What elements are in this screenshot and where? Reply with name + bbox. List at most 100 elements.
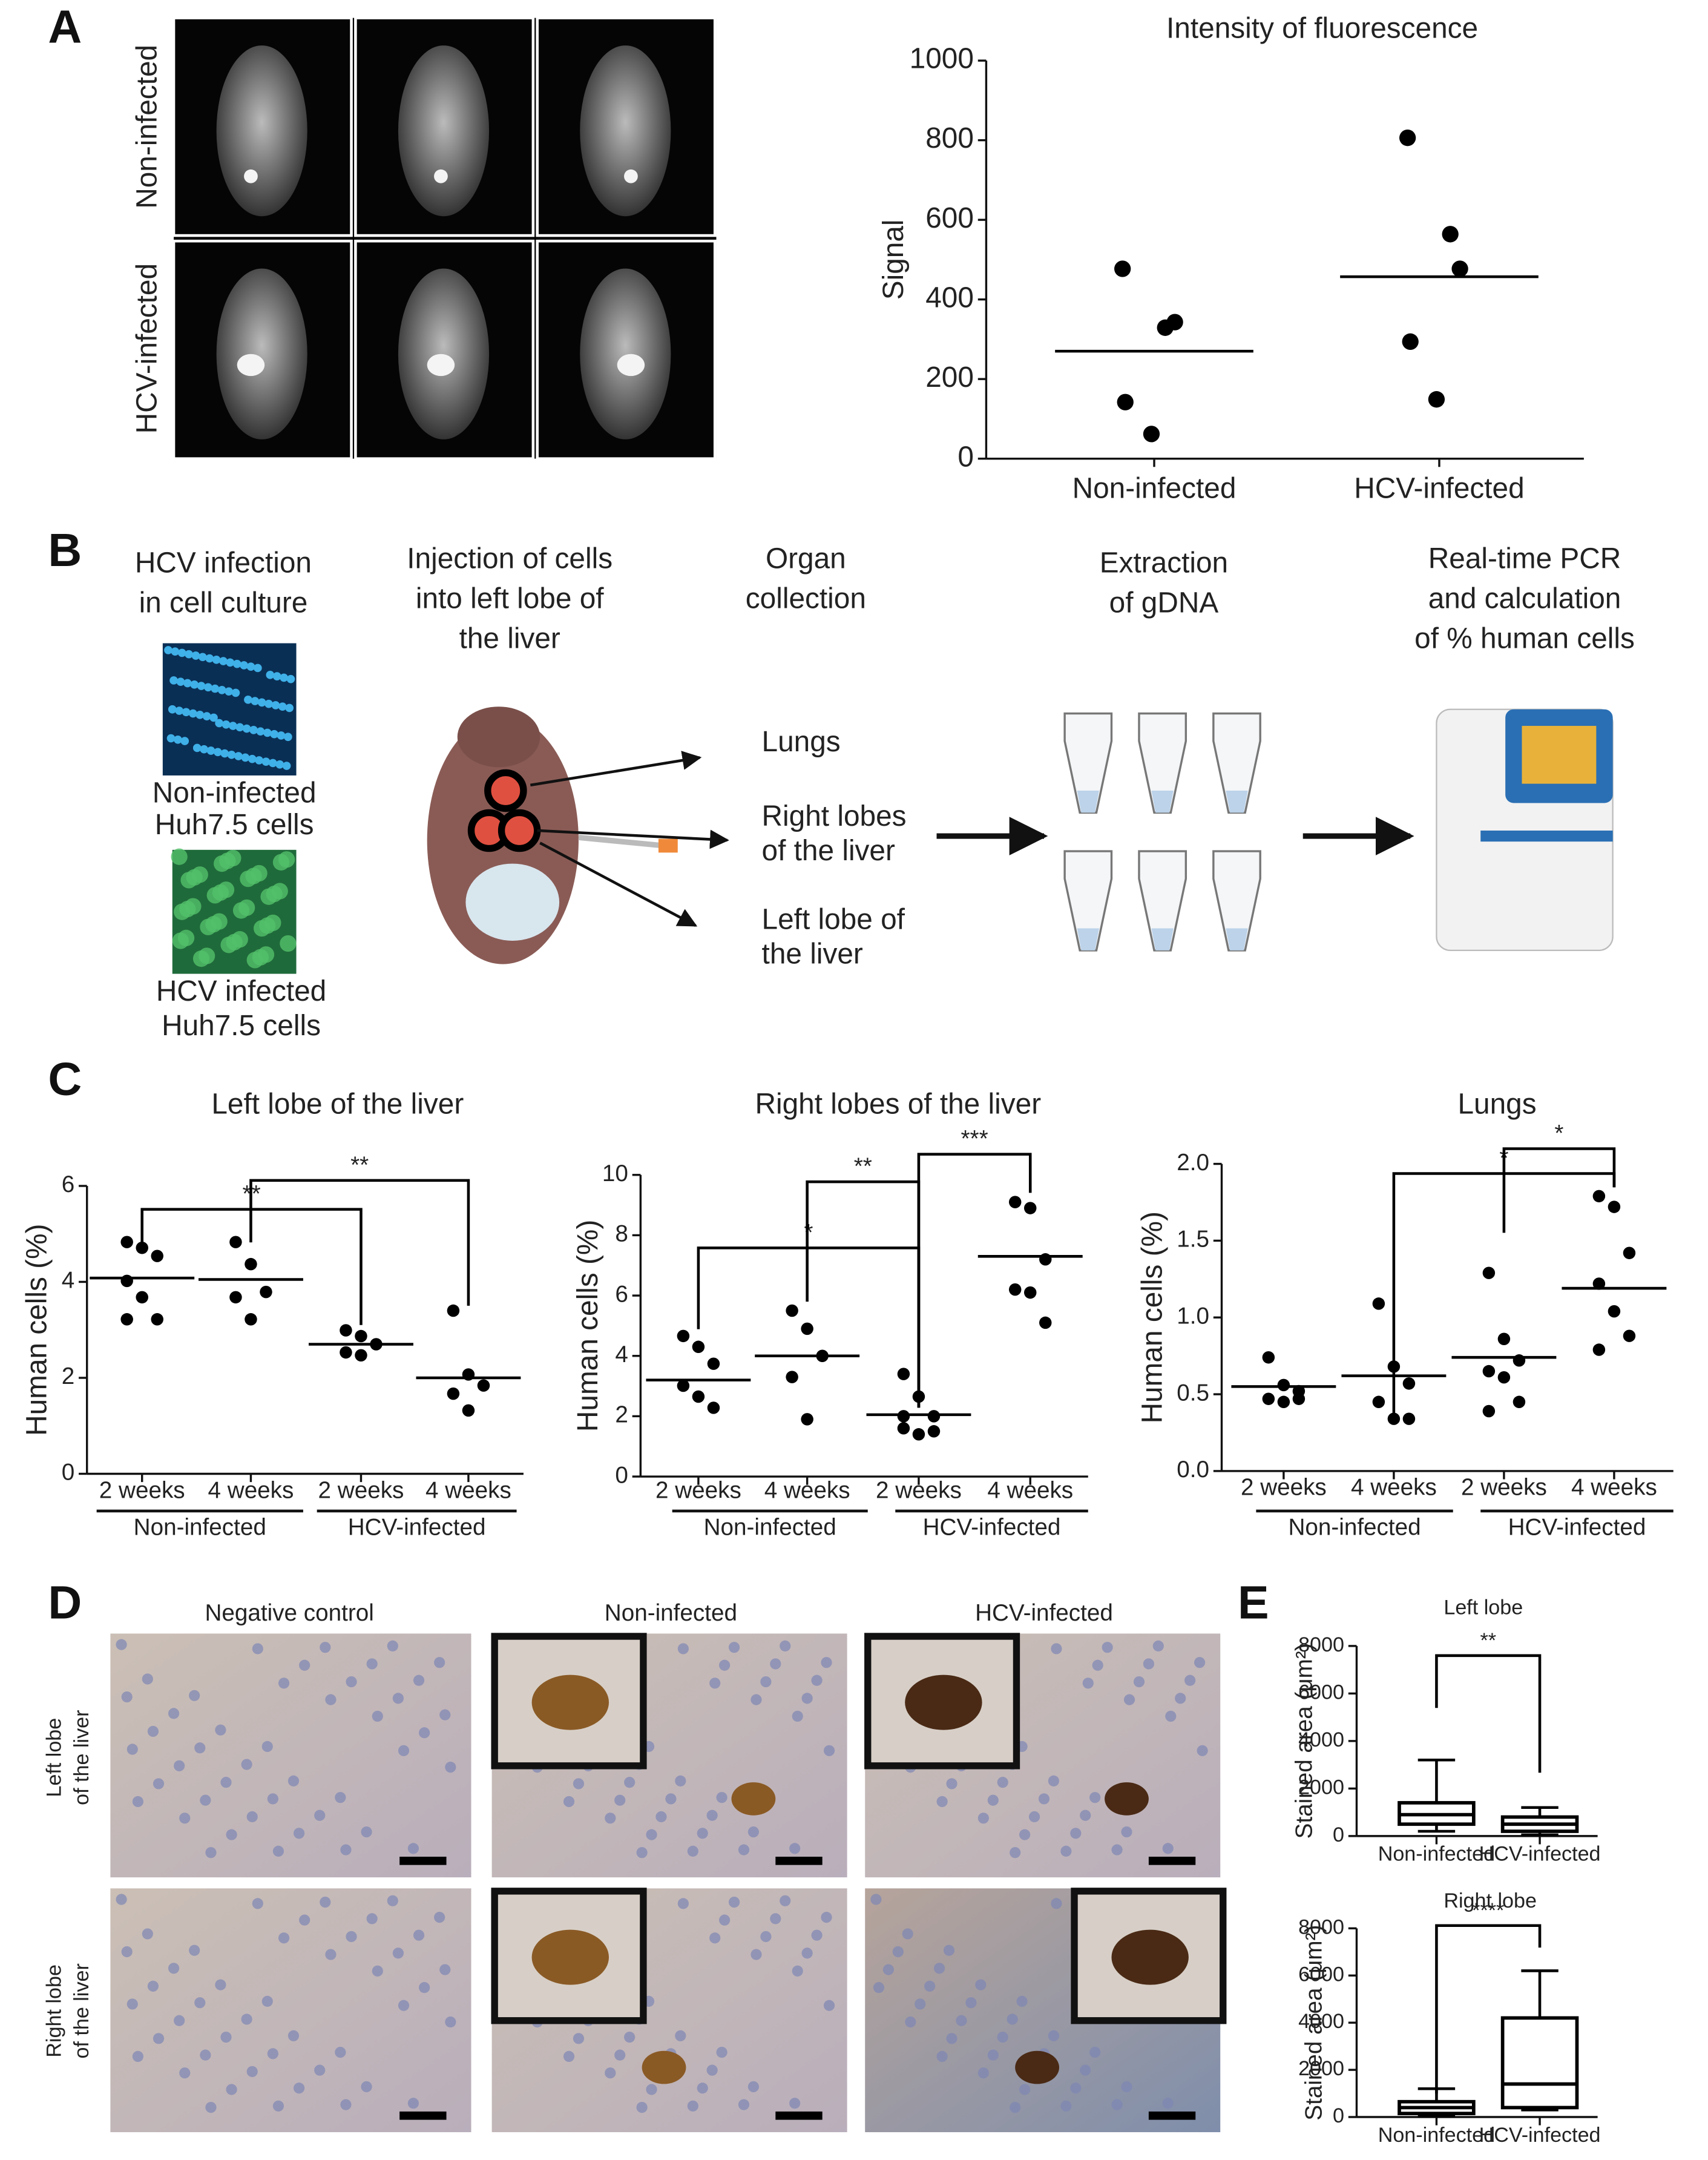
cell-dot (212, 656, 221, 664)
nucleus (325, 1694, 337, 1705)
nucleus (320, 1896, 331, 1908)
nucleus (1121, 1826, 1132, 1838)
mouse-image (580, 268, 671, 440)
y-tick-label: 0.0 (1177, 1457, 1209, 1483)
nucleus (121, 1946, 133, 1958)
y-tick-label: 2 (62, 1363, 75, 1389)
y-tick-label: 2.0 (1177, 1150, 1209, 1176)
cell-dot (263, 728, 272, 737)
nucleus (398, 2000, 410, 2011)
nucleus (892, 1946, 904, 1958)
x-tick-label: 4 weeks (208, 1477, 294, 1503)
y-tick-label: 2000 (1298, 2057, 1344, 2080)
micrograph (110, 1633, 471, 1878)
cell-dot (192, 743, 202, 752)
data-point (1451, 260, 1468, 277)
nucleus (936, 1796, 948, 1808)
nucleus (975, 1979, 987, 1990)
stain (531, 1929, 609, 1985)
data-point (340, 1346, 352, 1359)
scale-bar (1148, 1857, 1196, 1865)
nucleus (563, 1796, 575, 1808)
data-point (1114, 260, 1131, 277)
nucleus (905, 2016, 916, 2028)
nucleus (811, 1929, 823, 1941)
data-point (120, 1236, 133, 1248)
mouse-image (216, 268, 307, 440)
nucleus (770, 1913, 781, 1925)
data-point (151, 1313, 163, 1326)
data-point (1402, 1377, 1416, 1390)
nucleus (977, 2067, 989, 2079)
nucleus (1121, 2081, 1132, 2093)
tube (1063, 850, 1113, 952)
nucleus (801, 1948, 813, 1959)
cell-dot (211, 684, 220, 693)
organ-label: of the liver (762, 835, 895, 867)
cell-dot (272, 672, 281, 680)
nucleus (372, 1710, 383, 1722)
y-tick-label: 8000 (1298, 1915, 1344, 1938)
nucleus (1080, 1809, 1091, 1821)
step-label: into left lobe of (416, 583, 604, 615)
nucleus (1175, 1693, 1186, 1704)
data-point (136, 1291, 148, 1304)
data-point (245, 1257, 257, 1271)
scale-bar (775, 2111, 823, 2120)
data-point (897, 1368, 910, 1380)
y-tick-label: 200 (925, 361, 974, 393)
nucleus (977, 1813, 989, 1824)
nucleus (439, 1964, 451, 1975)
nucleus (194, 1997, 206, 2009)
mouse-image (580, 45, 671, 217)
step-label: and calculation (1428, 583, 1621, 615)
cell-dot (261, 757, 271, 766)
nucleus (605, 2067, 616, 2079)
nucleus (573, 2033, 585, 2044)
nucleus (1111, 2099, 1123, 2110)
nucleus (142, 1928, 153, 1940)
y-tick-label: 4000 (1298, 2010, 1344, 2033)
nucleus (792, 1710, 803, 1722)
cell-dot (246, 662, 255, 671)
nucleus (751, 1949, 762, 1960)
nucleus (179, 2067, 191, 2079)
data-point (1497, 1332, 1511, 1346)
tube (1212, 712, 1261, 814)
y-tick-label: 6 (62, 1171, 75, 1197)
group-label: Non-infected (1288, 1515, 1421, 1541)
nucleus (325, 1949, 337, 1960)
x-tick-label: Non-infected (1072, 473, 1237, 505)
pcr-display (1522, 726, 1597, 784)
cell-dot (270, 729, 278, 739)
y-tick-label: 8000 (1298, 1633, 1344, 1656)
data-point (912, 1428, 925, 1441)
nucleus (407, 1843, 419, 1854)
mouse-image (216, 45, 307, 217)
step-label: the liver (459, 623, 560, 655)
cell-dot (231, 688, 240, 697)
nucleus (241, 1759, 252, 1770)
data-point (120, 1313, 133, 1326)
data-point (1442, 226, 1459, 243)
cell-dot (190, 680, 199, 689)
cell-dot (254, 920, 271, 937)
row-label: of the liver (70, 1710, 93, 1805)
nucleus (946, 2033, 957, 2044)
cell-dot (225, 687, 233, 696)
data-point (1262, 1392, 1275, 1405)
data-point (1372, 1297, 1385, 1310)
nucleus (126, 1743, 138, 1755)
nucleus (398, 1745, 410, 1756)
cell-dot (248, 754, 257, 763)
cell-dot (219, 657, 228, 665)
mouse-head (457, 706, 540, 768)
nucleus (665, 1793, 677, 1805)
nucleus (361, 1826, 372, 1838)
significance-bracket (917, 1153, 1032, 1408)
nucleus (709, 1932, 721, 1944)
x-tick-label: 4 weeks (1571, 1475, 1657, 1501)
data-point (1023, 1286, 1037, 1299)
data-point (1399, 130, 1416, 147)
